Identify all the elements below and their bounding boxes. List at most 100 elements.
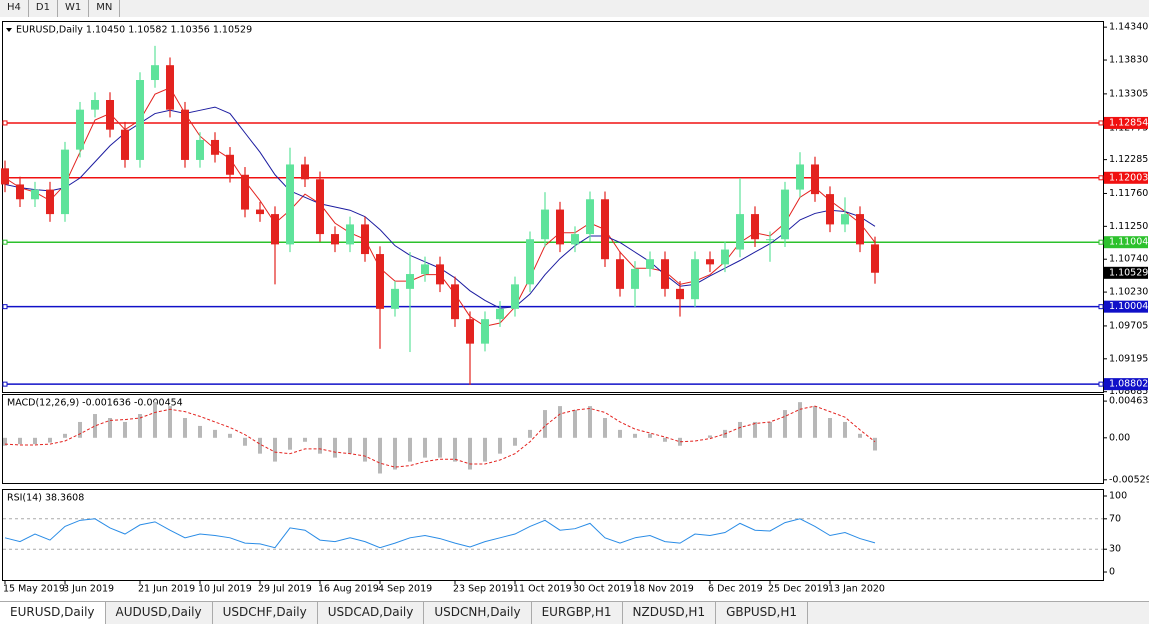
- chart: EURUSD,Daily 1.10450 1.10582 1.10356 1.1…: [0, 17, 1149, 601]
- y-tick-label: 1.09195: [1109, 353, 1148, 364]
- candle-body: [691, 259, 699, 300]
- candle-body: [376, 254, 384, 309]
- y-tick-label: -0.005299: [1109, 474, 1149, 485]
- candle-body: [256, 209, 264, 215]
- candle-body: [196, 139, 204, 160]
- candle-body: [91, 99, 99, 110]
- level-handle: [1098, 304, 1104, 310]
- x-tick-label: 29 Jul 2019: [258, 584, 312, 595]
- y-tick-label: 1.13830: [1109, 55, 1148, 66]
- candle-body: [646, 259, 654, 269]
- y-tick-label: 100: [1109, 491, 1127, 502]
- candle-body: [751, 214, 759, 240]
- candle-body: [136, 80, 144, 160]
- macd-frame: [2, 394, 1104, 484]
- level-handle: [2, 120, 8, 126]
- x-tick-label: 3 Jun 2019: [63, 584, 114, 595]
- rsi-line: [4, 518, 876, 549]
- candle-body: [541, 209, 549, 240]
- symbol-tab[interactable]: USDCHF,Daily: [213, 602, 318, 624]
- symbol-tab[interactable]: GBPUSD,H1: [716, 602, 808, 624]
- level-handle: [2, 304, 8, 310]
- x-tick-label: 6 Dec 2019: [708, 584, 763, 595]
- symbol-tab[interactable]: USDCNH,Daily: [424, 602, 532, 624]
- candle-body: [571, 234, 579, 245]
- candle-body: [721, 249, 729, 265]
- symbol-tab[interactable]: EURUSD,Daily: [0, 602, 106, 624]
- candle-body: [286, 164, 294, 245]
- symbol-tabs: EURUSD,Daily AUDUSD,Daily USDCHF,Daily USDC…: [0, 601, 1149, 624]
- macd-title: MACD(12,26,9) -0.001636 -0.000454: [7, 398, 183, 409]
- title-arrow: [6, 28, 12, 32]
- y-tick-label: 70: [1109, 513, 1121, 524]
- candle-body: [106, 99, 114, 130]
- candle-body: [181, 109, 189, 160]
- level-label-bg: [1104, 378, 1148, 391]
- main-frame: [2, 21, 1104, 393]
- candle-body: [421, 264, 429, 275]
- symbol-tab[interactable]: EURGBP,H1: [532, 602, 623, 624]
- symbol-tab[interactable]: AUDUSD,Daily: [106, 602, 213, 624]
- candle-body: [601, 199, 609, 260]
- x-tick-label: 25 Dec 2019: [768, 584, 829, 595]
- candle-body: [436, 264, 444, 285]
- y-tick-label: 0: [1109, 567, 1115, 578]
- candle-body: [76, 109, 84, 150]
- level-label: 1.10004: [1109, 301, 1148, 312]
- candle-body: [391, 288, 399, 309]
- timeframe-tab[interactable]: W1: [58, 0, 90, 17]
- y-tick-label: 1.14340: [1109, 22, 1148, 33]
- y-tick-label: 1.13305: [1109, 88, 1148, 99]
- rsi-title: RSI(14) 38.3608: [7, 493, 84, 504]
- timeframe-tab[interactable]: H4: [0, 0, 29, 17]
- level-handle: [1098, 175, 1104, 181]
- candle-body: [496, 308, 504, 320]
- x-tick-label: 16 Aug 2019: [318, 584, 379, 595]
- candle-body: [631, 268, 639, 289]
- x-tick-label: 10 Jul 2019: [198, 584, 252, 595]
- chart-title: EURUSD,Daily 1.10450 1.10582 1.10356 1.1…: [16, 25, 252, 36]
- level-label-bg: [1104, 116, 1148, 129]
- candle-body: [151, 65, 159, 81]
- timeframe-tab[interactable]: MN: [89, 0, 121, 17]
- candle-body: [511, 284, 519, 309]
- level-label-bg: [1104, 236, 1148, 249]
- level-label-bg: [1104, 171, 1148, 184]
- candle-body: [871, 244, 879, 273]
- candle-body: [766, 239, 774, 241]
- candle-body: [331, 234, 339, 245]
- candle-body: [826, 194, 834, 225]
- level-handle: [1098, 381, 1104, 387]
- candle-body: [706, 259, 714, 265]
- candle-body: [166, 65, 174, 110]
- timeframe-tab[interactable]: D1: [29, 0, 58, 17]
- candle-body: [241, 174, 249, 210]
- candle-body: [811, 164, 819, 195]
- symbol-tab[interactable]: NZDUSD,H1: [623, 602, 717, 624]
- x-tick-label: 21 Jun 2019: [138, 584, 195, 595]
- candle-body: [556, 209, 564, 245]
- x-tick-label: 11 Oct 2019: [513, 584, 572, 595]
- symbol-tab[interactable]: USDCAD,Daily: [318, 602, 425, 624]
- candle-body: [361, 224, 369, 255]
- candle-body: [16, 184, 24, 200]
- level-label: 1.12854: [1109, 117, 1148, 128]
- candle-body: [31, 189, 39, 200]
- candle-body: [856, 214, 864, 245]
- x-tick-label: 30 Oct 2019: [573, 584, 632, 595]
- candle-body: [301, 164, 309, 180]
- level-handle: [2, 239, 8, 245]
- y-tick-label: 0.00: [1109, 432, 1130, 443]
- candle-body: [736, 214, 744, 250]
- y-tick-label: 1.11250: [1109, 221, 1148, 232]
- candle-body: [61, 149, 69, 215]
- candle-body: [121, 129, 129, 160]
- candle-body: [406, 274, 414, 289]
- candle-body: [1, 168, 9, 185]
- candle-body: [661, 259, 669, 289]
- candle-body: [46, 189, 54, 215]
- candle-body: [676, 288, 684, 300]
- y-tick-label: 1.10740: [1109, 254, 1148, 265]
- candle-body: [211, 139, 219, 155]
- macd-signal: [4, 405, 876, 468]
